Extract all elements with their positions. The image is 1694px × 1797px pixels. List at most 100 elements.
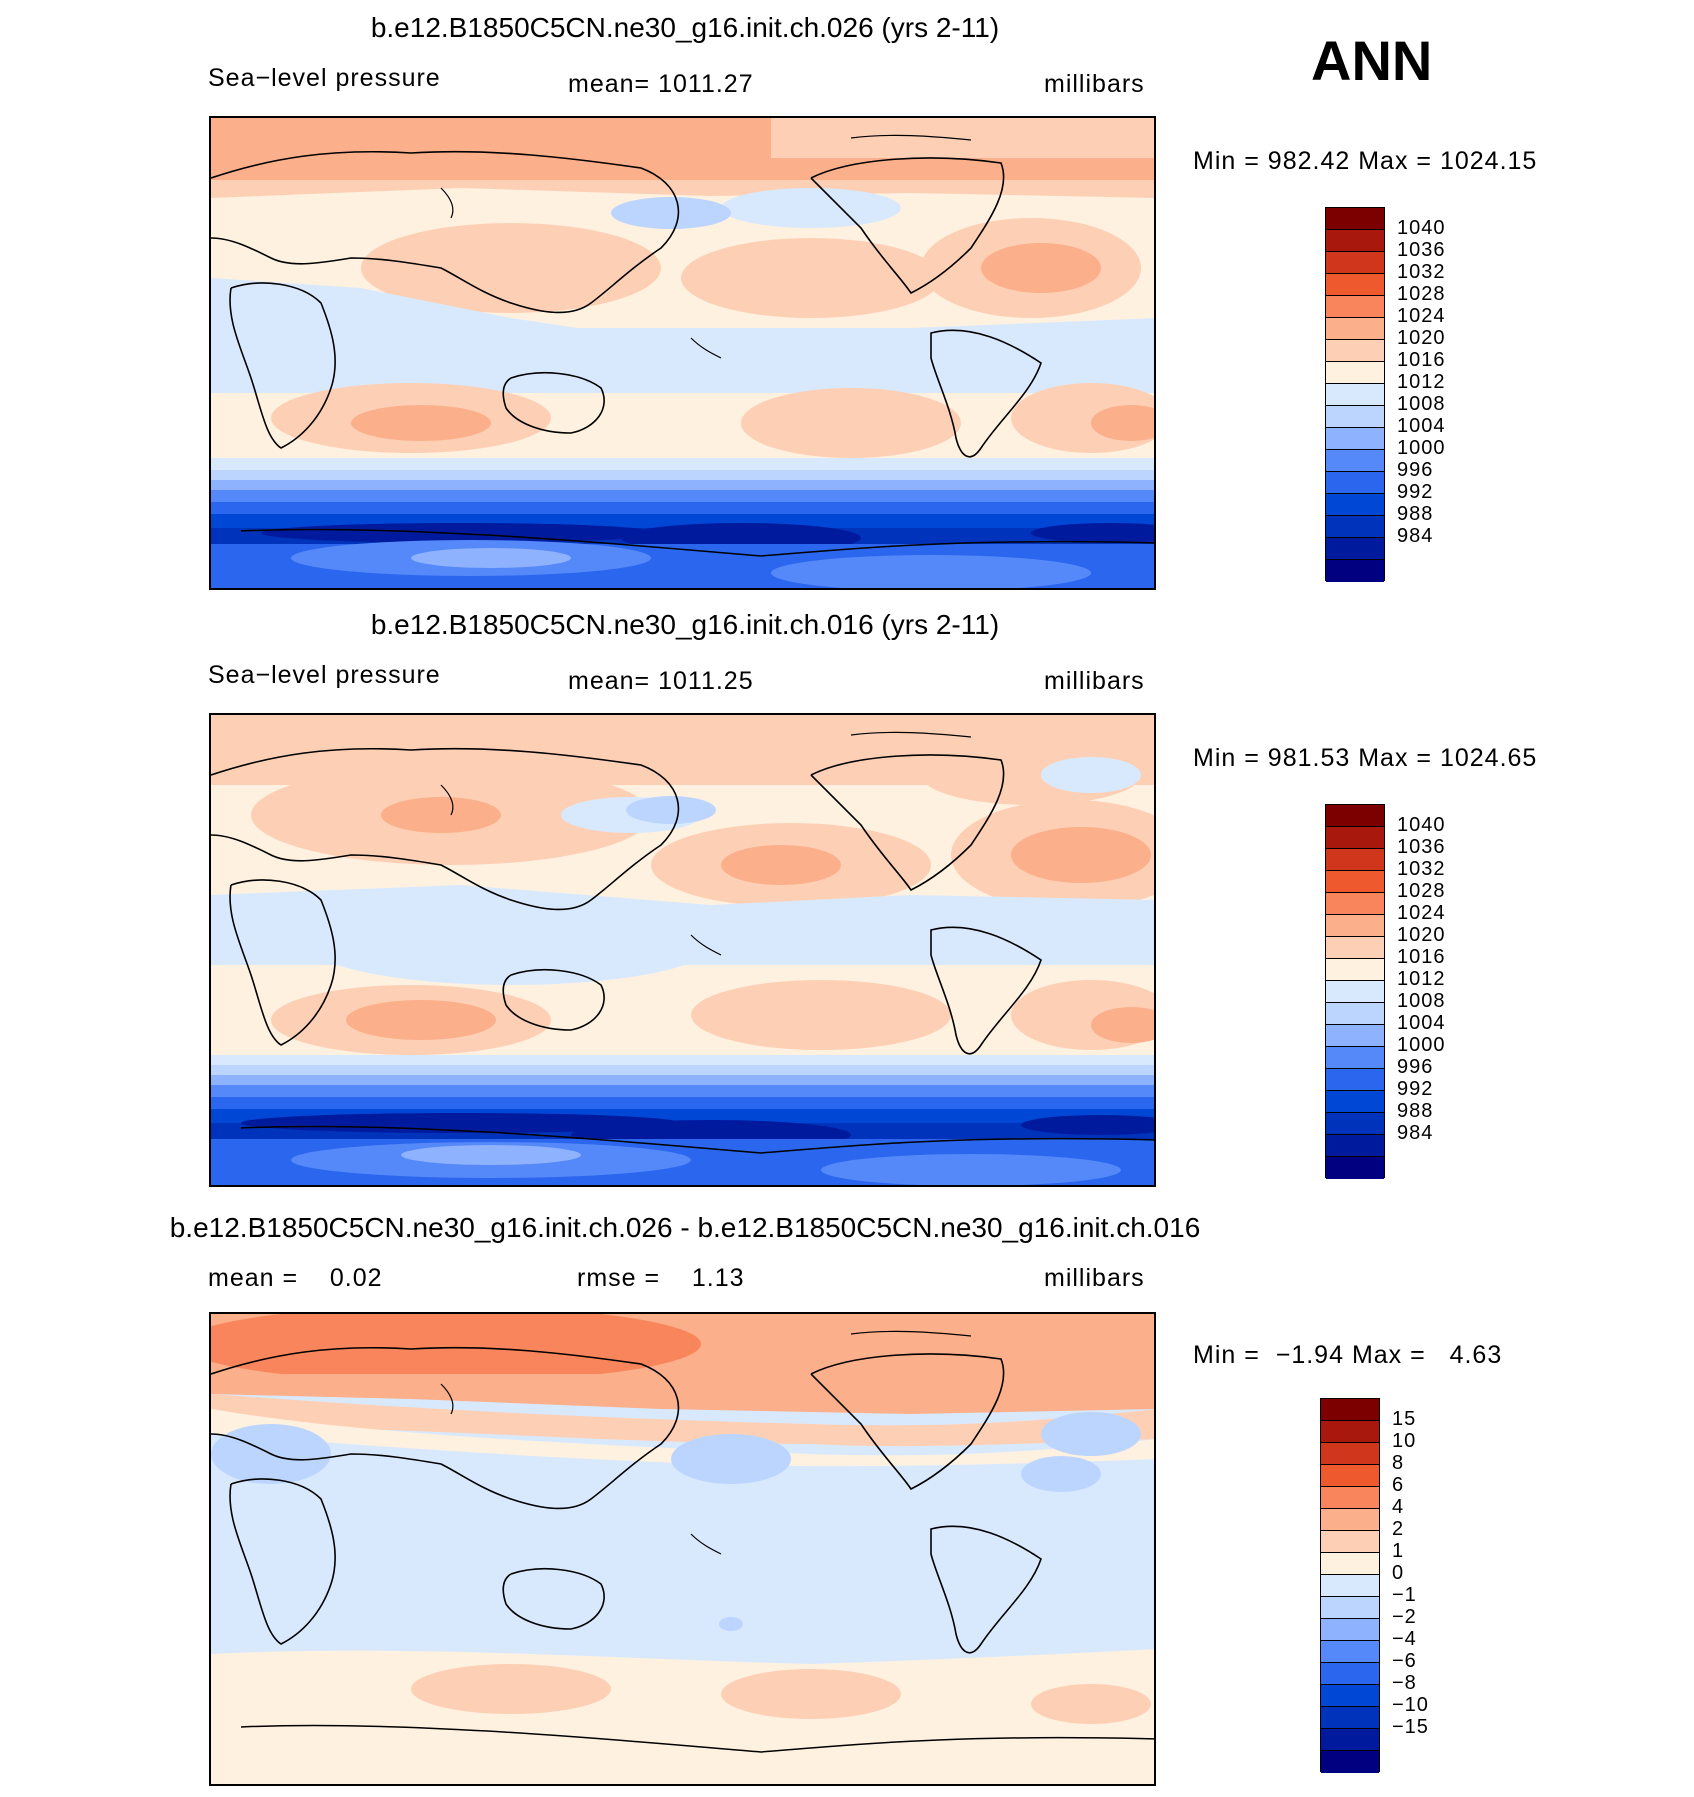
colorbar-swatch: [1326, 406, 1384, 428]
colorbar-label: 4: [1392, 1496, 1405, 1518]
panel-2-units: millibars: [1044, 667, 1145, 695]
panel-1-units: millibars: [1044, 70, 1145, 98]
colorbar-label: 1: [1392, 1540, 1405, 1562]
colorbar-swatch: [1321, 1509, 1379, 1531]
colorbar-swatch: [1326, 915, 1384, 937]
colorbar-label: 2: [1392, 1518, 1405, 1540]
colorbar-swatch: [1326, 230, 1384, 252]
colorbar-label: −1: [1392, 1584, 1417, 1606]
colorbar-swatch: [1326, 893, 1384, 915]
colorbar-label: 1020: [1397, 924, 1446, 946]
colorbar-label: 984: [1397, 525, 1434, 547]
colorbar-label: 1000: [1397, 437, 1446, 459]
colorbar-swatch: [1321, 1729, 1379, 1751]
colorbar-label: 992: [1397, 481, 1434, 503]
colorbar-label: 1028: [1397, 880, 1446, 902]
panel-3-mean-value: 0.02: [329, 1264, 383, 1292]
season-label: ANN: [1311, 29, 1433, 92]
colorbar-swatch: [1321, 1751, 1379, 1773]
panel-2-mean-value: 1011.25: [658, 667, 754, 695]
colorbar-swatch: [1326, 274, 1384, 296]
panel-1-max-value: 1024.15: [1439, 147, 1538, 175]
colorbar-swatch: [1321, 1531, 1379, 1553]
colorbar-label: 10: [1392, 1430, 1417, 1452]
colorbar-swatch: [1321, 1487, 1379, 1509]
colorbar-label: 1024: [1397, 305, 1446, 327]
colorbar-swatch: [1321, 1575, 1379, 1597]
colorbar-swatch: [1326, 252, 1384, 274]
colorbar-label: 1040: [1397, 217, 1446, 239]
panel-3-minmax: Min = −1.94 Max = 4.63: [1193, 1341, 1503, 1369]
colorbar-swatch: [1326, 981, 1384, 1003]
colorbar-label: 988: [1397, 503, 1434, 525]
colorbar-label: 1028: [1397, 283, 1446, 305]
colorbar-label: 1016: [1397, 946, 1446, 968]
panel-3-map: [209, 1312, 1156, 1786]
colorbar-swatch: [1326, 494, 1384, 516]
colorbar-swatch: [1321, 1641, 1379, 1663]
colorbar-swatch: [1326, 450, 1384, 472]
colorbar-label: 1040: [1397, 814, 1446, 836]
colorbar-swatch: [1326, 538, 1384, 560]
colorbar-label: 15: [1392, 1408, 1417, 1430]
colorbar-label: 1036: [1397, 239, 1446, 261]
colorbar-swatch: [1326, 1047, 1384, 1069]
panel-3-max-value: 4.63: [1449, 1341, 1503, 1369]
colorbar-label: 1000: [1397, 1034, 1446, 1056]
panel-3-title: b.e12.B1850C5CN.ne30_g16.init.ch.026 - b…: [169, 1212, 1201, 1243]
panel-1-min-value: 982.42: [1267, 147, 1351, 175]
colorbar-swatch: [1326, 472, 1384, 494]
panel-1-map: [209, 116, 1156, 590]
colorbar-label: 1004: [1397, 1012, 1446, 1034]
panel-2-colorbar: [1325, 804, 1385, 1179]
panel-2-variable-label: Sea−level pressure: [208, 661, 441, 689]
colorbar-swatch: [1326, 1069, 1384, 1091]
colorbar-swatch: [1326, 1113, 1384, 1135]
colorbar-swatch: [1326, 1157, 1384, 1179]
colorbar-swatch: [1326, 805, 1384, 827]
panel-2-title: b.e12.B1850C5CN.ne30_g16.init.ch.016 (yr…: [370, 609, 1000, 640]
colorbar-label: 1008: [1397, 393, 1446, 415]
colorbar-swatch: [1326, 1003, 1384, 1025]
panel-2-mean-label: mean= 1011.25: [568, 667, 754, 695]
colorbar-swatch: [1321, 1443, 1379, 1465]
panel-2-map: [209, 713, 1156, 1187]
colorbar-label: 992: [1397, 1078, 1434, 1100]
panel-1-title: b.e12.B1850C5CN.ne30_g16.init.ch.026 (yr…: [370, 12, 1000, 43]
colorbar-label: −4: [1392, 1628, 1417, 1650]
panel-1-colorbar: [1325, 207, 1385, 582]
colorbar-label: 1032: [1397, 261, 1446, 283]
colorbar-label: −15: [1392, 1716, 1429, 1738]
colorbar-swatch: [1321, 1597, 1379, 1619]
colorbar-swatch: [1326, 1025, 1384, 1047]
colorbar-swatch: [1326, 296, 1384, 318]
panel-1-variable-label: Sea−level pressure: [208, 64, 441, 92]
panel-2-max-value: 1024.65: [1439, 744, 1538, 772]
colorbar-swatch: [1321, 1663, 1379, 1685]
colorbar-swatch: [1326, 1135, 1384, 1157]
colorbar-swatch: [1326, 362, 1384, 384]
colorbar-label: 996: [1397, 459, 1434, 481]
colorbar-label: −6: [1392, 1650, 1417, 1672]
colorbar-swatch: [1326, 959, 1384, 981]
colorbar-swatch: [1326, 516, 1384, 538]
colorbar-swatch: [1321, 1399, 1379, 1421]
colorbar-label: 1012: [1397, 968, 1446, 990]
colorbar-label: 1012: [1397, 371, 1446, 393]
colorbar-swatch: [1326, 849, 1384, 871]
panel-3-min-value: −1.94: [1275, 1341, 1344, 1369]
panel-1-minmax: Min = 982.42 Max = 1024.15: [1193, 147, 1538, 175]
panel-3-rmse: rmse = 1.13: [577, 1264, 745, 1292]
colorbar-swatch: [1326, 428, 1384, 450]
colorbar-swatch: [1321, 1619, 1379, 1641]
colorbar-swatch: [1326, 871, 1384, 893]
panel-3-mean: mean = 0.02: [208, 1264, 383, 1292]
colorbar-label: 1036: [1397, 836, 1446, 858]
colorbar-label: 1032: [1397, 858, 1446, 880]
colorbar-swatch: [1321, 1553, 1379, 1575]
colorbar-swatch: [1321, 1707, 1379, 1729]
panel-2-min-value: 981.53: [1267, 744, 1351, 772]
panel-3-rmse-value: 1.13: [691, 1264, 745, 1292]
colorbar-label: 1020: [1397, 327, 1446, 349]
colorbar-swatch: [1321, 1685, 1379, 1707]
